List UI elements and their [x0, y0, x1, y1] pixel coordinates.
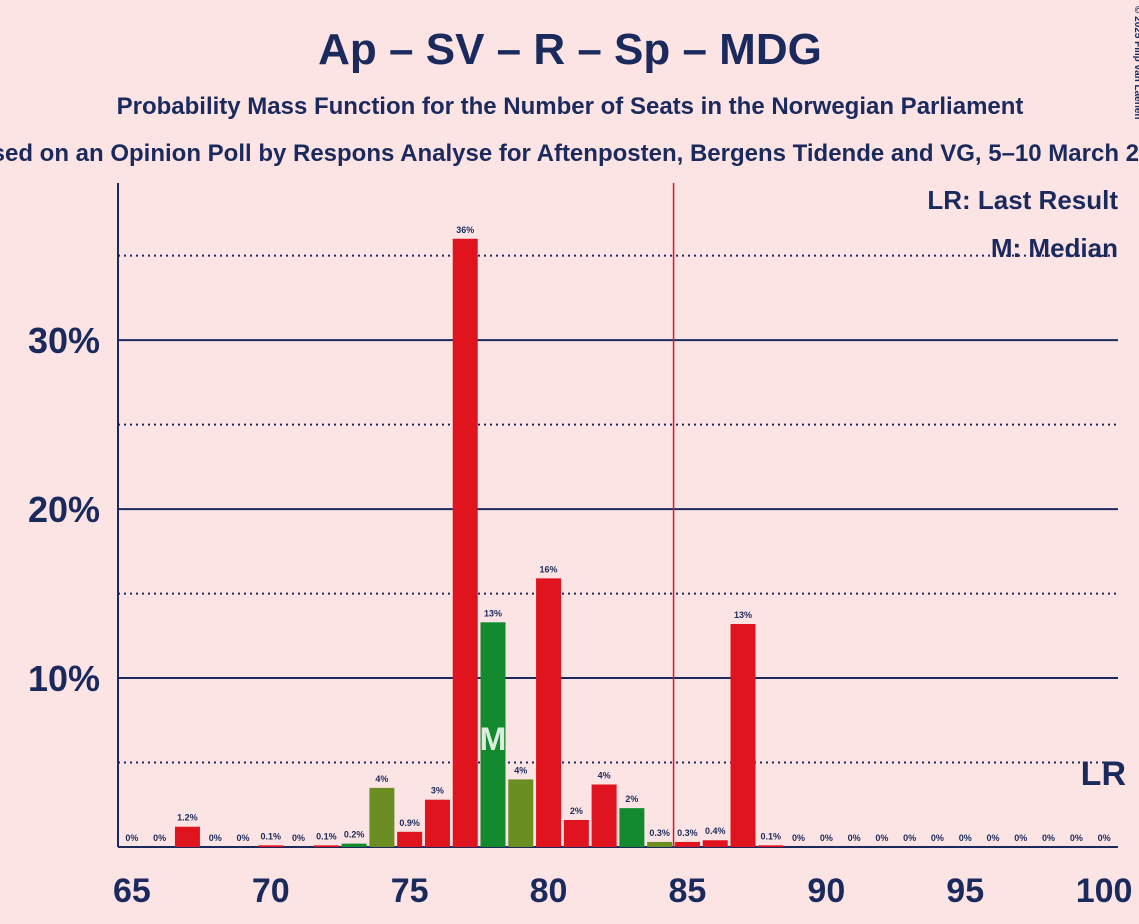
value-label: 16% — [540, 564, 558, 574]
legend-entry: M: Median — [991, 233, 1118, 263]
bar — [758, 845, 784, 847]
value-label: 0% — [125, 833, 138, 843]
bar — [424, 799, 450, 847]
value-label: 0.1% — [761, 831, 782, 841]
value-label: 2% — [570, 806, 583, 816]
value-label: 4% — [375, 774, 388, 784]
value-label: 0% — [236, 833, 249, 843]
value-label: 0% — [875, 833, 888, 843]
value-label: 13% — [484, 608, 502, 618]
value-label: 0% — [848, 833, 861, 843]
chart-subtitle: Probability Mass Function for the Number… — [117, 93, 1024, 120]
value-label: 0% — [959, 833, 972, 843]
y-tick-label: 10% — [28, 658, 100, 699]
bar — [313, 845, 339, 847]
value-label: 36% — [456, 225, 474, 235]
value-label: 0.1% — [316, 831, 337, 841]
legend-entry: LR: Last Result — [927, 185, 1118, 215]
bar — [369, 787, 395, 847]
bar — [702, 840, 728, 847]
value-label: 0% — [153, 833, 166, 843]
value-label: 0% — [292, 833, 305, 843]
value-label: 0.3% — [677, 828, 698, 838]
x-tick-label: 95 — [946, 872, 984, 910]
bar — [397, 831, 423, 847]
x-tick-label: 100 — [1076, 872, 1133, 910]
value-label: 0% — [1014, 833, 1027, 843]
x-tick-label: 80 — [530, 872, 568, 910]
value-label: 0% — [820, 833, 833, 843]
value-label: 0% — [209, 833, 222, 843]
chart-title: Ap – SV – R – Sp – MDG — [318, 25, 822, 74]
bar — [536, 578, 562, 847]
y-tick-label: 30% — [28, 320, 100, 361]
x-tick-label: 75 — [391, 872, 429, 910]
chart-caption: Based on an Opinion Poll by Respons Anal… — [0, 140, 1139, 167]
value-label: 0% — [792, 833, 805, 843]
bar — [341, 843, 367, 847]
bar — [563, 819, 589, 847]
bar — [674, 841, 700, 847]
x-tick-label: 70 — [252, 872, 290, 910]
value-label: 4% — [514, 765, 527, 775]
last-result-label: LR — [1081, 755, 1126, 793]
value-label: 13% — [734, 610, 752, 620]
bar — [258, 845, 284, 847]
bar — [647, 841, 673, 847]
bar — [174, 826, 200, 847]
value-label: 0% — [1098, 833, 1111, 843]
value-label: 0.1% — [261, 831, 282, 841]
value-label: 1.2% — [177, 813, 198, 823]
value-label: 0.9% — [399, 818, 420, 828]
bar — [452, 238, 478, 847]
copyright: © 2025 Filip van Laenen — [1132, 6, 1139, 120]
bar — [480, 622, 506, 847]
y-tick-label: 20% — [28, 489, 100, 530]
value-label: 2% — [625, 794, 638, 804]
bar — [508, 779, 534, 847]
value-label: 0.4% — [705, 826, 726, 836]
value-label: 0% — [1042, 833, 1055, 843]
value-label: 3% — [431, 786, 444, 796]
bar — [591, 784, 617, 847]
median-marker: M — [480, 721, 507, 757]
value-label: 4% — [598, 770, 611, 780]
value-label: 0% — [903, 833, 916, 843]
value-label: 0% — [931, 833, 944, 843]
value-label: 0% — [986, 833, 999, 843]
x-tick-label: 90 — [807, 872, 845, 910]
x-tick-label: 65 — [113, 872, 151, 910]
bar — [730, 623, 756, 847]
x-tick-label: 85 — [669, 872, 707, 910]
value-label: 0% — [1070, 833, 1083, 843]
bar — [619, 808, 645, 847]
value-label: 0.3% — [649, 828, 670, 838]
value-label: 0.2% — [344, 830, 365, 840]
